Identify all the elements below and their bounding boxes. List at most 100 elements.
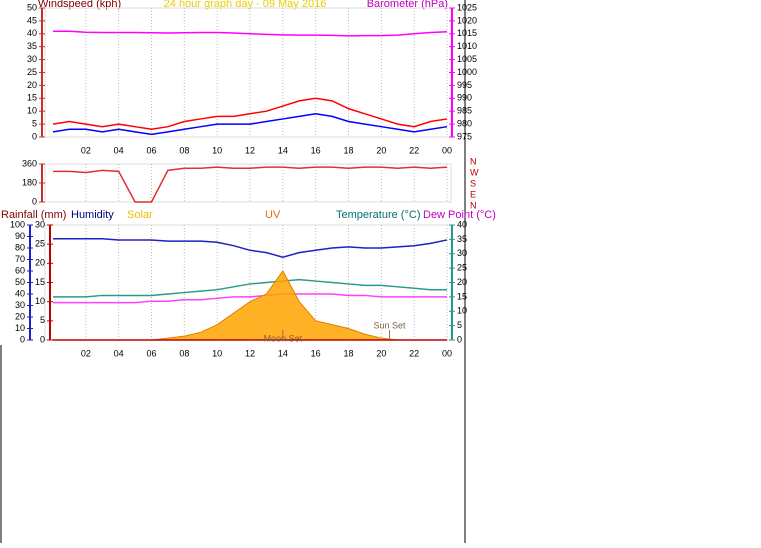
y-tick-label: 0 xyxy=(32,196,37,206)
y-tick-label: 5 xyxy=(40,315,45,325)
y2-tick-label: 40 xyxy=(457,219,467,229)
y2-tick-label: 5 xyxy=(457,320,462,330)
y-tick-label: 360 xyxy=(22,158,37,168)
y-tick-label: 20 xyxy=(15,311,25,321)
x-tick-label: 06 xyxy=(146,145,156,155)
x-tick-label: 08 xyxy=(179,348,189,358)
x-tick-label: 10 xyxy=(212,348,222,358)
y2-tick-label: 15 xyxy=(457,291,467,301)
y-tick-label: 15 xyxy=(27,93,37,103)
uv-label: UV xyxy=(265,209,281,221)
x-tick-label: 14 xyxy=(278,348,288,358)
x-tick-label: 20 xyxy=(376,145,386,155)
series-line xyxy=(53,166,448,203)
y2-tick-label: 25 xyxy=(457,263,467,273)
y2-tick-label: 30 xyxy=(457,248,467,258)
x-tick-label: 18 xyxy=(343,145,353,155)
solar-label: Solar xyxy=(127,209,153,221)
x-tick-label: 04 xyxy=(114,348,124,358)
y-tick-label: 25 xyxy=(35,239,45,249)
x-tick-label: 22 xyxy=(409,145,419,155)
y-tick-label: 25 xyxy=(27,67,37,77)
humidity-label: Humidity xyxy=(71,209,114,221)
y2-tick-label: 1005 xyxy=(457,54,477,64)
dewpoint-label: Dew Point (°C) xyxy=(423,209,496,221)
y2-tick-label: 975 xyxy=(457,131,472,141)
compass-label: N xyxy=(470,156,477,166)
y2-tick-label: 1015 xyxy=(457,28,477,38)
annotation-label: Sun Set xyxy=(374,320,407,330)
x-tick-label: 00 xyxy=(442,145,452,155)
y-tick-label: 180 xyxy=(22,177,37,187)
x-tick-label: 12 xyxy=(245,145,255,155)
y-tick-label: 10 xyxy=(35,296,45,306)
rainfall-label: Rainfall (mm) xyxy=(1,209,66,221)
x-tick-label: 18 xyxy=(343,348,353,358)
compass-label: S xyxy=(470,178,476,188)
y-tick-label: 15 xyxy=(35,277,45,287)
x-tick-label: 12 xyxy=(245,348,255,358)
y2-tick-label: 1025 xyxy=(457,2,477,12)
y-tick-label: 50 xyxy=(27,2,37,12)
y-tick-label: 60 xyxy=(15,265,25,275)
y-tick-label: 40 xyxy=(15,288,25,298)
y-tick-label: 20 xyxy=(35,258,45,268)
y-tick-label: 30 xyxy=(27,54,37,64)
series-line xyxy=(53,238,448,258)
y-tick-label: 30 xyxy=(15,300,25,310)
x-tick-label: 22 xyxy=(409,348,419,358)
x-tick-label: 20 xyxy=(376,348,386,358)
y-label: Windspeed (kph) xyxy=(38,0,121,10)
y-tick-label: 20 xyxy=(27,80,37,90)
y2-tick-label: 20 xyxy=(457,277,467,287)
y-tick-label: 0 xyxy=(32,131,37,141)
annotation-label: Moon Set xyxy=(264,333,303,343)
compass-label: E xyxy=(470,189,476,199)
y2-label: Barometer (hPa) xyxy=(367,0,448,10)
y2-tick-label: 1020 xyxy=(457,15,477,25)
x-tick-label: 10 xyxy=(212,145,222,155)
y2-tick-label: 990 xyxy=(457,93,472,103)
series-line xyxy=(52,113,448,136)
y-tick-label: 90 xyxy=(15,231,25,241)
x-tick-label: 16 xyxy=(311,348,321,358)
y2-tick-label: 35 xyxy=(457,234,467,244)
y-tick-label: 0 xyxy=(20,334,25,344)
x-tick-label: 08 xyxy=(179,145,189,155)
x-tick-label: 02 xyxy=(81,348,91,358)
series-line xyxy=(53,30,448,37)
y-tick-label: 45 xyxy=(27,15,37,25)
x-tick-label: 00 xyxy=(442,348,452,358)
x-tick-label: 06 xyxy=(146,348,156,358)
y2-tick-label: 1000 xyxy=(457,67,477,77)
y2-tick-label: 980 xyxy=(457,118,472,128)
y2-tick-label: 985 xyxy=(457,106,472,116)
y-tick-label: 30 xyxy=(35,219,45,229)
y-tick-label: 0 xyxy=(40,334,45,344)
series-line xyxy=(53,293,447,304)
y-tick-label: 80 xyxy=(15,242,25,252)
temperature-label: Temperature (°C) xyxy=(336,209,420,221)
y-tick-label: 50 xyxy=(15,277,25,287)
y-tick-label: 35 xyxy=(27,41,37,51)
x-tick-label: 16 xyxy=(311,145,321,155)
y-tick-label: 100 xyxy=(10,219,25,229)
y-tick-label: 10 xyxy=(15,323,25,333)
compass-label: N xyxy=(470,200,477,210)
y2-tick-label: 1010 xyxy=(457,41,477,51)
series-line xyxy=(52,97,448,131)
y-tick-label: 5 xyxy=(32,118,37,128)
x-tick-label: 14 xyxy=(278,145,288,155)
y2-tick-label: 10 xyxy=(457,306,467,316)
y-tick-label: 70 xyxy=(15,254,25,264)
series-line xyxy=(53,278,447,298)
chart-title: 24 hour graph day - 09 May 2016 xyxy=(164,0,327,10)
x-tick-label: 02 xyxy=(81,145,91,155)
y2-tick-label: 995 xyxy=(457,80,472,90)
y-tick-label: 40 xyxy=(27,28,37,38)
compass-label: W xyxy=(470,167,479,177)
y2-tick-label: 0 xyxy=(457,334,462,344)
y-tick-label: 10 xyxy=(27,106,37,116)
